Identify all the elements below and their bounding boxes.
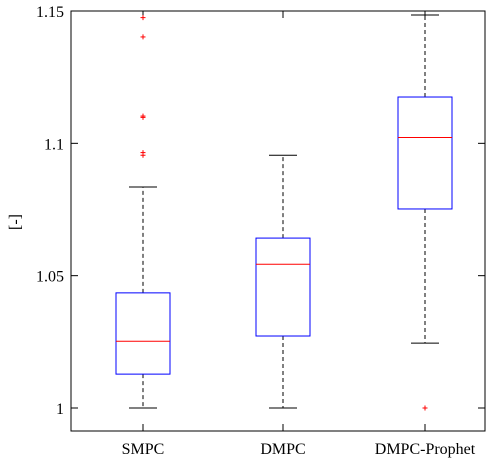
y-tick-label: 1 bbox=[56, 401, 64, 418]
x-tick-label: DMPC-Prophet bbox=[375, 441, 476, 458]
x-axis: SMPC DMPC DMPC-Prophet bbox=[122, 11, 476, 458]
y-axis: 1 1.05 1.1 1.15 bbox=[36, 4, 485, 418]
plot-area-frame bbox=[70, 10, 486, 432]
iqr-box bbox=[255, 237, 311, 337]
iqr-box bbox=[397, 96, 453, 210]
y-axis-label: [-] bbox=[7, 214, 24, 230]
x-tick-label: DMPC bbox=[260, 441, 305, 458]
boxes-layer bbox=[115, 14, 453, 411]
y-tick-label: 1.1 bbox=[44, 136, 64, 153]
box-group bbox=[255, 154, 311, 409]
y-tick-label: 1.15 bbox=[36, 4, 64, 21]
outlier-marker bbox=[422, 405, 428, 411]
outlier-marker bbox=[140, 15, 146, 21]
y-tick-label: 1.05 bbox=[36, 269, 64, 286]
outlier-marker bbox=[140, 150, 146, 156]
x-tick-label: SMPC bbox=[122, 441, 165, 458]
outlier-marker bbox=[140, 113, 146, 119]
box-group bbox=[397, 14, 453, 411]
box-group bbox=[115, 15, 171, 409]
iqr-box bbox=[115, 292, 171, 375]
outlier-marker bbox=[140, 34, 146, 40]
